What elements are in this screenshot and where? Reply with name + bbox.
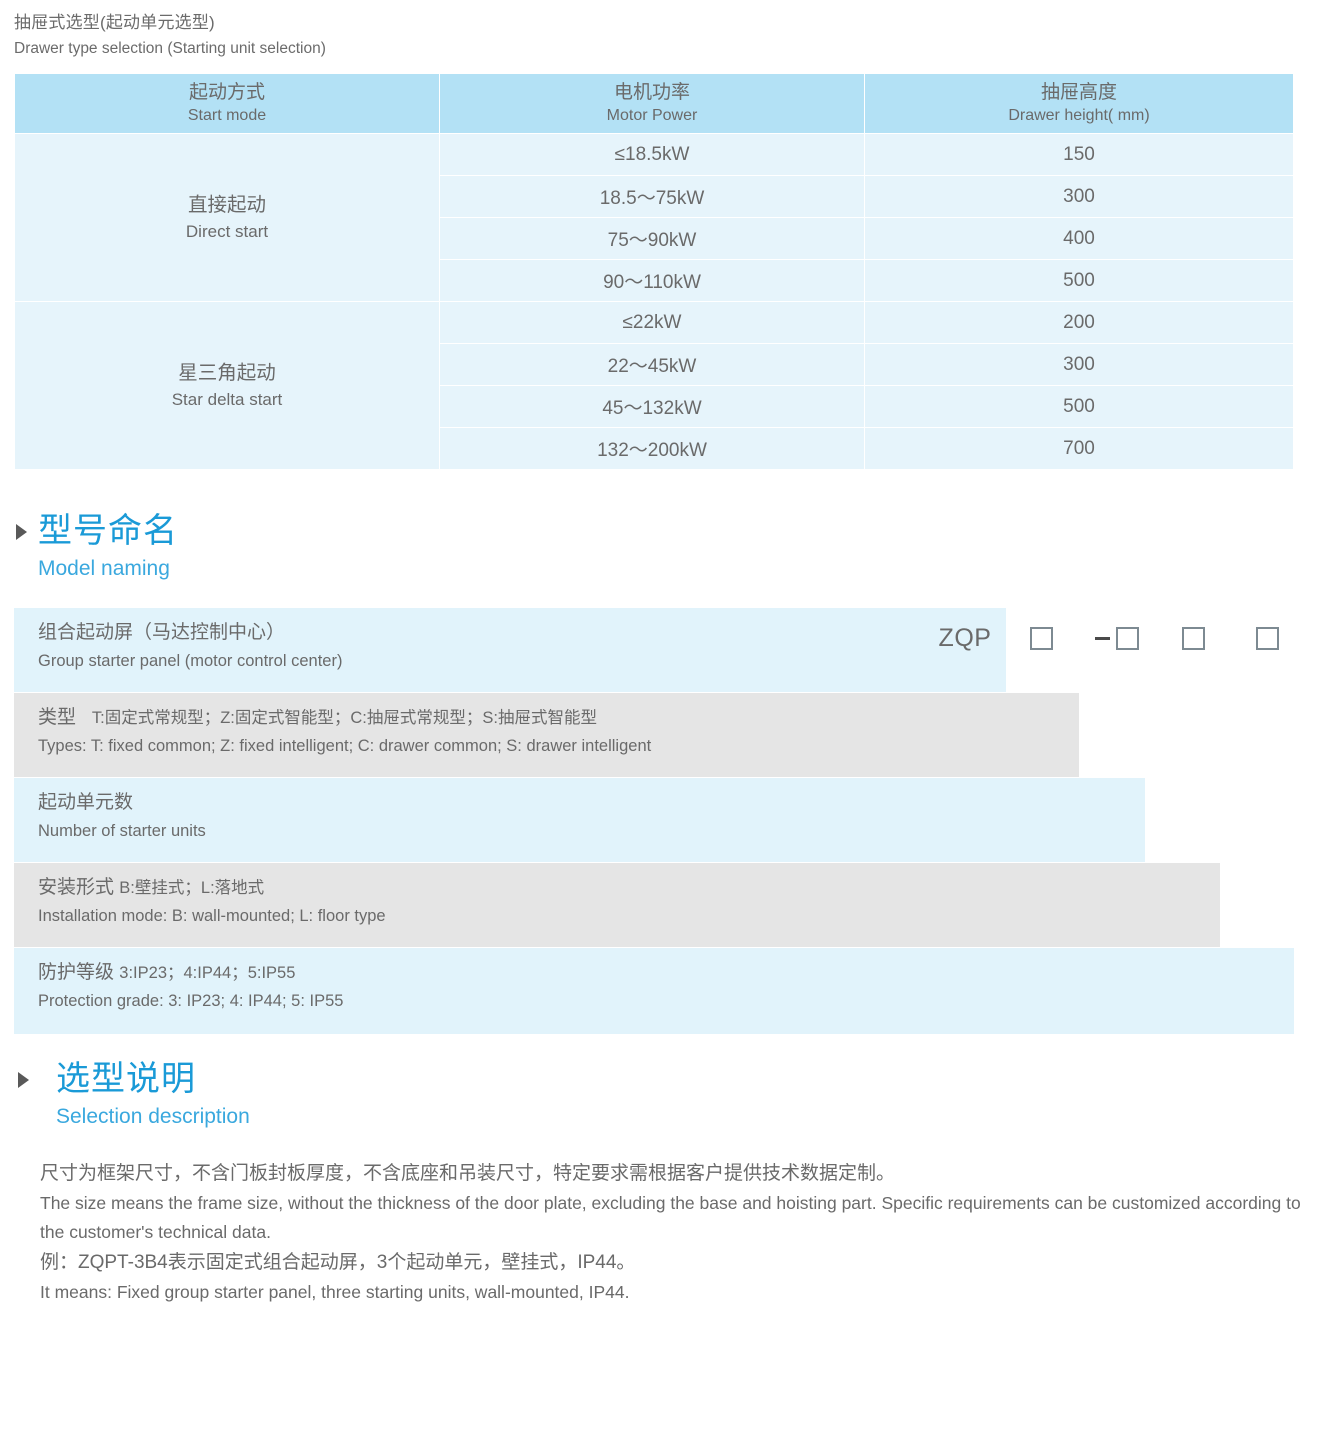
naming-row-3-cn: 起动单元数 — [38, 792, 134, 813]
cell-height: 500 — [865, 386, 1293, 427]
table-row: 75～90kW 400 — [15, 218, 1293, 259]
triangle-right-icon — [18, 1072, 29, 1088]
naming-row-1-en: Group starter panel (motor control cente… — [38, 652, 343, 670]
cell-power: 90～110kW — [440, 260, 864, 301]
header-drawer-height: 抽屉高度 Drawer height( mm) — [865, 74, 1293, 133]
naming-row-5-cn: 防护等级 3:IP23；4:IP44；5:IP55 — [38, 958, 343, 988]
cell-height: 400 — [865, 218, 1293, 259]
empty-box-icon[interactable] — [1255, 626, 1279, 650]
naming-row-2-cn: 类型 T:固定式常规型；Z:固定式智能型；C:抽屉式常规型；S:抽屉式智能型 — [38, 703, 651, 733]
naming-row-4-cn: 安装形式 B:壁挂式；L:落地式 — [38, 873, 386, 903]
table-row: 直接起动 Direct start ≤18.5kW 150 — [15, 134, 1293, 301]
model-code-slot-protection — [1230, 626, 1304, 650]
naming-row-4-value: B:壁挂式；L:落地式 — [119, 879, 265, 897]
drawer-selection-table: 起动方式 Start mode 电机功率 Motor Power 抽屉高度 Dr… — [14, 73, 1294, 470]
table-row: 45～132kW 500 — [15, 386, 1293, 427]
description-example-cn: 例：ZQPT-3B4表示固定式组合起动屏，3个起动单元，壁挂式，IP44。 — [40, 1252, 636, 1273]
table-header-row: 起动方式 Start mode 电机功率 Motor Power 抽屉高度 Dr… — [15, 74, 1293, 133]
naming-row-2-value: T:固定式常规型；Z:固定式智能型；C:抽屉式常规型；S:抽屉式智能型 — [91, 709, 597, 727]
cell-height: 700 — [865, 428, 1293, 469]
model-code-prefix: ZQP — [938, 623, 992, 652]
cell-power: 18.5～75kW — [440, 176, 864, 217]
triangle-right-icon — [16, 524, 27, 540]
table-row: 星三角起动 Star delta start ≤22kW 200 — [15, 302, 1293, 469]
model-code-slot-units — [1078, 626, 1156, 650]
naming-row-installation-mode: 安装形式 B:壁挂式；L:落地式 Installation mode: B: w… — [14, 863, 1220, 947]
cell-height: 300 — [865, 176, 1293, 217]
header-motor-power: 电机功率 Motor Power — [440, 74, 864, 133]
cell-power: 132～200kW — [440, 428, 864, 469]
model-code-row: ZQP — [926, 618, 1304, 658]
naming-row-2-en: Types: T: fixed common; Z: fixed intelli… — [38, 737, 652, 755]
group-label-star-delta-cn: 星三角起动 — [178, 361, 276, 384]
group-label-direct-start-cn: 直接起动 — [187, 193, 266, 216]
empty-box-icon[interactable] — [1181, 626, 1205, 650]
naming-row-5-en: Protection grade: 3: IP23; 4: IP44; 5: I… — [38, 992, 344, 1010]
table-row: 22～45kW 300 — [15, 344, 1293, 385]
empty-box-icon[interactable] — [1029, 626, 1053, 650]
selection-title-cn: 选型说明 — [56, 1060, 196, 1098]
model-code-prefix-slot: ZQP — [926, 624, 1004, 653]
cell-height: 300 — [865, 344, 1293, 385]
header-drawer-height-cn: 抽屉高度 — [1040, 82, 1117, 103]
header-motor-power-cn: 电机功率 — [613, 82, 690, 103]
caption-english: Drawer type selection (Starting unit sel… — [14, 40, 326, 57]
naming-row-protection-grade: 防护等级 3:IP23；4:IP44；5:IP55 Protection gra… — [14, 948, 1294, 1034]
selection-description-body: 尺寸为框架尺寸，不含门板封板厚度，不含底座和吊装尺寸，特定要求需根据客户提供技术… — [40, 1158, 1302, 1307]
header-start-mode-en: Start mode — [187, 107, 267, 124]
cell-power: ≤18.5kW — [440, 134, 864, 175]
naming-row-types: 类型 T:固定式常规型；Z:固定式智能型；C:抽屉式常规型；S:抽屉式智能型 T… — [14, 693, 1079, 777]
cell-power: 45～132kW — [440, 386, 864, 427]
group-label-direct-start: 直接起动 Direct start — [15, 134, 439, 301]
cell-height: 200 — [865, 302, 1293, 343]
naming-row-2-label: 类型 — [38, 707, 77, 728]
model-code-slot-type — [1004, 626, 1078, 650]
model-naming-title-cn: 型号命名 — [38, 512, 178, 550]
table-row: 90～110kW 500 — [15, 260, 1293, 301]
naming-row-starter-units: 起动单元数 Number of starter units — [14, 778, 1145, 862]
selection-title-en: Selection description — [56, 1105, 250, 1128]
naming-row-group-starter-panel: 组合起动屏（马达控制中心） Group starter panel (motor… — [14, 608, 1006, 692]
description-example-en: It means: Fixed group starter panel, thr… — [40, 1282, 630, 1302]
description-paragraph-en: The size means the frame size, without t… — [40, 1193, 1301, 1242]
cell-power: ≤22kW — [440, 302, 864, 343]
description-paragraph-cn: 尺寸为框架尺寸，不含门板封板厚度，不含底座和吊装尺寸，特定要求需根据客户提供技术… — [40, 1163, 896, 1184]
group-label-star-delta-start: 星三角起动 Star delta start — [15, 302, 439, 469]
empty-box-icon[interactable] — [1116, 626, 1139, 650]
group-label-star-delta-en: Star delta start — [171, 389, 283, 409]
section-heading-model-naming: 型号命名 Model naming — [0, 510, 1322, 584]
table-row: 132～200kW 700 — [15, 428, 1293, 469]
group-label-direct-start-en: Direct start — [185, 221, 269, 241]
header-start-mode: 起动方式 Start mode — [15, 74, 439, 133]
model-naming-title-en: Model naming — [38, 557, 170, 580]
naming-row-4-label: 安装形式 — [38, 877, 115, 898]
page-caption: 抽屉式选型(起动单元选型) Drawer type selection (Sta… — [0, 0, 1322, 61]
model-naming-diagram: 组合起动屏（马达控制中心） Group starter panel (motor… — [14, 608, 1294, 1034]
cell-power: 75～90kW — [440, 218, 864, 259]
section-heading-selection-description: 选型说明 Selection description — [0, 1058, 1322, 1132]
header-drawer-height-en: Drawer height( mm) — [1008, 107, 1150, 124]
model-code-slot-installation — [1156, 626, 1230, 650]
cell-power: 22～45kW — [440, 344, 864, 385]
naming-row-5-value: 3:IP23；4:IP44；5:IP55 — [119, 964, 296, 982]
hyphen-icon — [1095, 636, 1110, 640]
cell-height: 150 — [865, 134, 1293, 175]
table-row: 18.5～75kW 300 — [15, 176, 1293, 217]
naming-row-5-label: 防护等级 — [38, 962, 115, 983]
header-motor-power-en: Motor Power — [606, 107, 698, 124]
cell-height: 500 — [865, 260, 1293, 301]
naming-row-4-en: Installation mode: B: wall-mounted; L: f… — [38, 907, 386, 925]
caption-chinese: 抽屉式选型(起动单元选型) — [14, 13, 215, 32]
naming-row-1-cn: 组合起动屏（马达控制中心） — [38, 622, 286, 643]
header-start-mode-cn: 起动方式 — [188, 82, 265, 103]
naming-row-3-en: Number of starter units — [38, 822, 206, 840]
